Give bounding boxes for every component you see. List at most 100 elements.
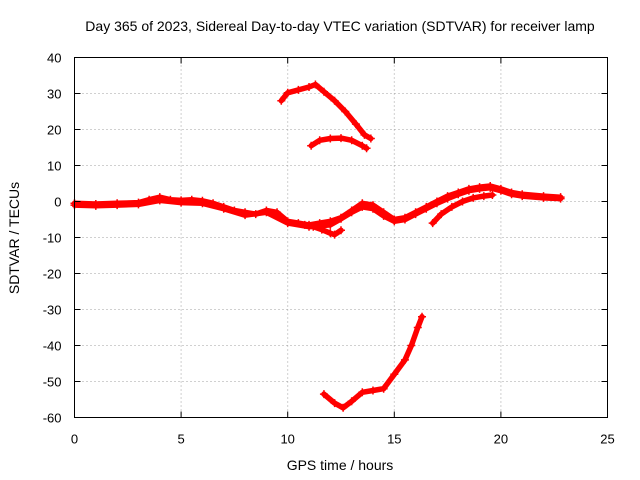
data-point <box>443 194 452 203</box>
data-point <box>539 193 548 202</box>
data-point <box>447 202 456 211</box>
data-point <box>326 229 335 238</box>
chart-title: Day 365 of 2023, Sidereal Day-to-day VTE… <box>85 18 595 34</box>
data-point <box>315 136 324 145</box>
y-tick-label: -60 <box>43 411 62 426</box>
x-tick-label: 10 <box>280 432 294 447</box>
data-point <box>437 210 446 219</box>
data-point <box>418 312 427 321</box>
data-point <box>488 191 497 200</box>
data-point <box>347 208 356 217</box>
data-point <box>319 87 328 96</box>
data-point <box>198 199 207 208</box>
y-tick-label: -40 <box>43 339 62 354</box>
data-point <box>330 96 339 105</box>
x-tick-label: 0 <box>71 432 78 447</box>
data-point <box>390 217 399 226</box>
y-tick-label: 0 <box>54 195 61 210</box>
data-point <box>362 144 371 153</box>
y-tick-label: -20 <box>43 267 62 282</box>
data-point <box>317 225 326 234</box>
data-point <box>428 219 437 228</box>
data-point <box>330 230 339 239</box>
data-point <box>411 210 420 219</box>
data-point <box>518 192 527 201</box>
data-point <box>556 194 565 203</box>
data-point <box>309 222 318 231</box>
x-tick-label: 20 <box>494 432 508 447</box>
data-point <box>358 202 367 211</box>
data-point <box>339 403 348 412</box>
data-point <box>262 208 271 217</box>
data-point <box>458 197 467 206</box>
data-point <box>337 214 345 223</box>
data-point <box>305 83 314 92</box>
data-point <box>368 386 377 395</box>
y-tick-label: -30 <box>43 303 62 318</box>
data-point <box>347 397 356 406</box>
x-tick-label: 25 <box>600 432 614 447</box>
data-point <box>368 204 377 213</box>
data-point <box>277 96 286 105</box>
data-point <box>134 200 143 209</box>
data-point <box>400 355 409 364</box>
data-point <box>347 136 356 145</box>
y-axis-label: SDTVAR / TECUs <box>6 182 22 294</box>
data-point <box>400 215 409 224</box>
data-point <box>413 323 422 332</box>
data-point <box>358 388 367 397</box>
data-point <box>351 120 360 129</box>
data-point <box>294 85 303 94</box>
y-tick-label: -50 <box>43 375 62 390</box>
data-point <box>311 80 320 89</box>
data-point <box>337 134 345 143</box>
data-point <box>319 390 328 399</box>
series-lower-arc <box>321 313 425 411</box>
data-point <box>507 190 516 199</box>
data-point <box>360 130 369 139</box>
y-tick-label: -10 <box>43 231 62 246</box>
data-point <box>469 193 478 202</box>
data-point <box>283 88 292 97</box>
data-point <box>307 141 316 150</box>
x-tick-label: 15 <box>387 432 401 447</box>
y-tick-label: 40 <box>47 51 61 66</box>
ticks <box>74 57 608 418</box>
data-point <box>113 201 122 210</box>
y-tick-labels: -60 -50 -40 -30 -20 -10 0 10 20 30 40 <box>43 51 62 426</box>
data-point <box>283 219 292 228</box>
y-tick-label: 20 <box>47 123 61 138</box>
data-point <box>177 198 186 207</box>
x-axis-label: GPS time / hours <box>287 457 394 473</box>
data-point <box>379 211 388 220</box>
data-point <box>300 220 309 229</box>
y-tick-label: 10 <box>47 159 61 174</box>
data-point <box>422 204 431 213</box>
data-point <box>91 201 100 210</box>
data-point <box>379 384 388 393</box>
x-tick-label: 5 <box>177 432 184 447</box>
data-point <box>155 196 164 205</box>
grid <box>74 57 608 418</box>
data-point <box>358 141 367 150</box>
y-tick-label: 30 <box>47 87 61 102</box>
x-tick-labels: 0 5 10 15 20 25 <box>71 432 615 447</box>
data-point <box>464 186 473 195</box>
data-point <box>496 186 505 195</box>
data-point <box>326 134 335 143</box>
data-point <box>479 192 488 201</box>
data-point <box>341 107 350 116</box>
data-point <box>432 199 441 208</box>
data-point <box>390 370 399 379</box>
data-point <box>219 204 228 213</box>
data-point <box>407 341 416 350</box>
data-point <box>330 399 339 408</box>
data-point <box>454 190 463 199</box>
data-point <box>326 220 335 229</box>
data-point <box>337 226 345 235</box>
data-point <box>366 134 375 143</box>
series-group <box>70 80 565 412</box>
data-point <box>486 183 495 192</box>
